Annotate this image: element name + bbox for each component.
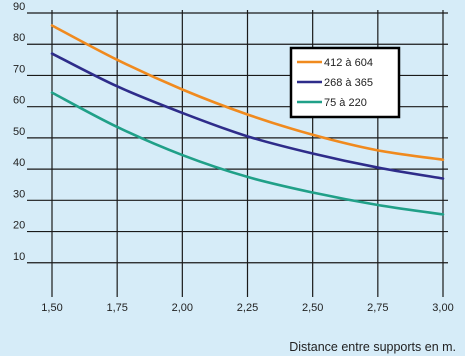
y-tick-label: 80 bbox=[13, 32, 25, 44]
x-tick-label: 1,75 bbox=[106, 302, 127, 314]
legend-label: 268 à 365 bbox=[324, 77, 373, 89]
x-tick-label: 1,50 bbox=[41, 302, 62, 314]
x-tick-label: 2,00 bbox=[172, 302, 193, 314]
y-axis-tick-labels: 10 20 30 40 50 60 70 80 90 bbox=[13, 1, 25, 263]
legend-label: 412 à 604 bbox=[324, 57, 373, 69]
series-line-3 bbox=[50, 91, 445, 216]
series-line-1 bbox=[50, 24, 445, 162]
legend: 412 à 604 268 à 365 75 à 220 bbox=[289, 46, 401, 119]
legend-label: 75 à 220 bbox=[324, 97, 367, 109]
series-line-2 bbox=[50, 52, 445, 180]
y-tick-label: 10 bbox=[13, 251, 25, 263]
x-tick-label: 2,75 bbox=[367, 302, 388, 314]
y-tick-label: 50 bbox=[13, 126, 25, 138]
x-axis-label: Distance entre supports en m. bbox=[289, 340, 456, 354]
y-tick-label: 40 bbox=[13, 157, 25, 169]
x-tick-label: 2,50 bbox=[302, 302, 323, 314]
y-tick-label: 30 bbox=[13, 188, 25, 200]
y-tick-label: 70 bbox=[13, 63, 25, 75]
x-tick-label: 2,25 bbox=[237, 302, 258, 314]
y-tick-label: 90 bbox=[13, 1, 25, 13]
x-axis-tick-labels: 1,50 1,75 2,00 2,25 2,50 2,75 3,00 bbox=[41, 302, 453, 314]
series-lines bbox=[50, 24, 445, 216]
y-tick-label: 60 bbox=[13, 95, 25, 107]
y-tick-label: 20 bbox=[13, 220, 25, 232]
x-tick-label: 3,00 bbox=[432, 302, 453, 314]
